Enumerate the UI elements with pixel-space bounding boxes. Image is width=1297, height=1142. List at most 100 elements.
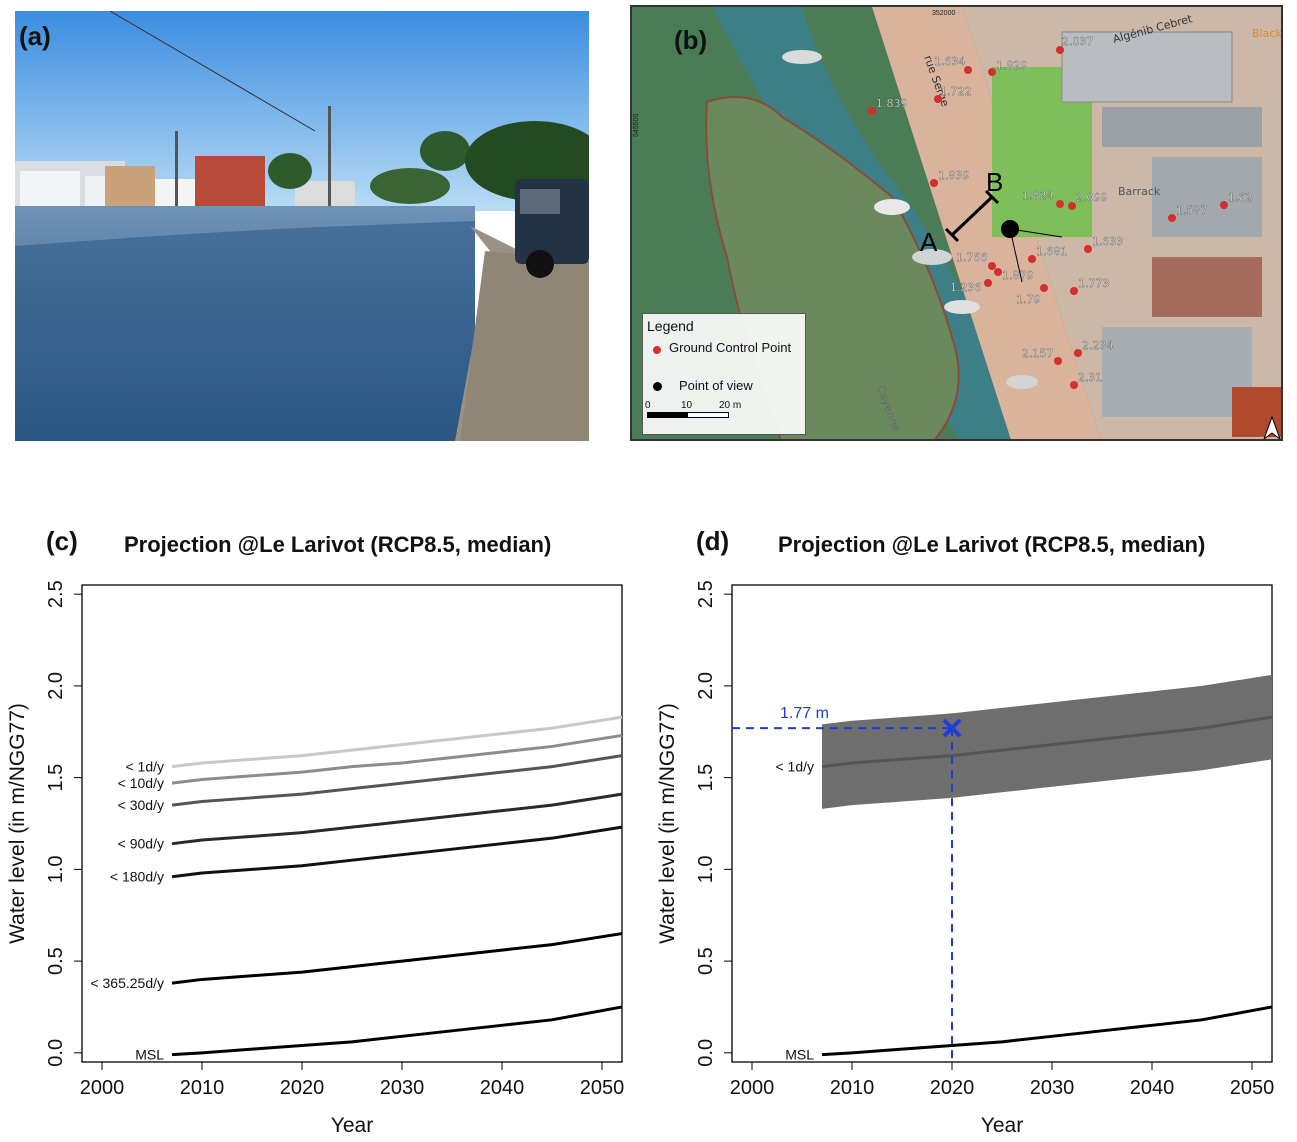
y-tick-label: 2.0: [45, 672, 67, 700]
y-tick-label: 1.0: [695, 855, 717, 883]
legend-scale-10: 10: [681, 400, 693, 411]
x-tick-label: 2010: [830, 1077, 875, 1099]
section-end-a: [944, 227, 960, 243]
y-tick-label: 0.5: [695, 947, 717, 975]
legend-pov-label: Point of view: [679, 378, 753, 393]
gcp-point: [1074, 349, 1082, 357]
y-tick-label: 0.0: [45, 1039, 67, 1067]
series-line: [821, 715, 1273, 769]
gcp-label: 1.766: [956, 251, 988, 264]
series-line: [171, 733, 623, 785]
y-tick-label: 1.0: [45, 855, 67, 883]
chart-c-title: Projection @Le Larivot (RCP8.5, median): [124, 532, 552, 557]
gcp-label: 1.722: [940, 85, 972, 98]
annotation-label: 1.77 m: [780, 705, 829, 722]
x-tick-label: 2040: [1130, 1077, 1175, 1099]
x-tick-label: 2000: [80, 1077, 125, 1099]
gcp-label: 1.839: [876, 97, 908, 110]
x-tick-label: 2030: [1030, 1077, 1075, 1099]
y-tick-label: 1.5: [45, 764, 67, 792]
series-label: < 90d/y: [118, 836, 164, 852]
gcp-point: [1040, 284, 1048, 292]
site-map: Algénib Cebret rue Serge Barrack Black C…: [630, 5, 1283, 441]
y-tick-label: 0.0: [695, 1039, 717, 1067]
y-tick-label: 2.5: [695, 580, 717, 608]
gcp-point: [1056, 46, 1064, 54]
panel-label-a: (a): [19, 21, 51, 51]
y-tick-label: 1.5: [695, 764, 717, 792]
y-tick-label: 2.5: [45, 580, 67, 608]
flooded-street-image: [15, 11, 589, 441]
series-line: [171, 715, 623, 769]
x-tick-label: 2040: [480, 1077, 525, 1099]
plot-frame: [731, 584, 1273, 1063]
x-tick-label: 2050: [580, 1077, 625, 1099]
coord-right: 545500: [1280, 137, 1283, 160]
x-tick-label: 2020: [280, 1077, 325, 1099]
series-label: MSL: [135, 1047, 164, 1063]
gcp-point: [984, 279, 992, 287]
flooded-street-photo: (a): [15, 11, 589, 441]
coord-left: 545500: [633, 114, 640, 137]
gcp-point: [964, 66, 972, 74]
x-axis-label: Year: [981, 1114, 1023, 1137]
x-tick-label: 2020: [930, 1077, 975, 1099]
series-label: < 365.25d/y: [90, 975, 164, 991]
gcp-point: [988, 262, 996, 270]
gcp-label: 1.824: [1022, 189, 1054, 202]
y-axis-label: Water level (in m/NGG77): [656, 703, 679, 944]
street-label-black: Black: [1252, 27, 1282, 40]
point-of-view-marker: [1001, 220, 1019, 238]
cross-section-line: [950, 195, 994, 237]
chart-c-container: (c) Projection @Le Larivot (RCP8.5, medi…: [0, 520, 650, 1137]
north-arrow-icon: [1263, 415, 1281, 439]
series-line: [171, 1005, 623, 1057]
section-end-b: [984, 189, 1000, 205]
series-line: [171, 825, 623, 879]
section-label-a: A: [920, 227, 938, 257]
series-label: < 10d/y: [118, 775, 164, 791]
chart-c-plot: 2000 2010 2020 2030 2040 2050 0.0 0.5 1.0 1.5 2.0 2…: [6, 580, 625, 1137]
x-tick-label: 2050: [1230, 1077, 1275, 1099]
gcp-point: [1070, 287, 1078, 295]
gcp-label: 1.829: [996, 59, 1028, 72]
x-tick-label: 2030: [380, 1077, 425, 1099]
gcp-label: 2.099: [1076, 191, 1108, 204]
gcp-point: [1028, 255, 1036, 263]
gcp-label: 1.633: [1092, 235, 1124, 248]
panel-label-b: (b): [674, 25, 708, 55]
gcp-label: 1.79: [1016, 293, 1041, 306]
series-label: < 180d/y: [110, 869, 164, 885]
gcp-label: 1.634: [934, 55, 966, 68]
series-line: [171, 792, 623, 846]
section-label-b: B: [986, 167, 1003, 197]
gcp-point: [1054, 357, 1062, 365]
gcp-label: 1.879: [1002, 269, 1034, 282]
legend-pov-icon: [653, 382, 662, 391]
gcp-point: [1070, 381, 1078, 389]
chart-d-container: (d) Projection @Le Larivot (RCP8.5, medi…: [650, 520, 1297, 1137]
panel-label-c: (c): [46, 526, 78, 556]
legend-scale-20: 20 m: [719, 400, 742, 411]
x-tick-label: 2000: [730, 1077, 775, 1099]
panel-label-d: (d): [696, 526, 730, 556]
legend-gcp-icon: [653, 346, 661, 354]
gcp-point: [1220, 201, 1228, 209]
x-axis-label: Year: [331, 1114, 373, 1137]
gcp-point: [930, 179, 938, 187]
gcp-label: 1.587: [1176, 204, 1208, 217]
legend-scale-0: 0: [645, 400, 651, 411]
street-label-barrack: Barrack: [1118, 185, 1161, 198]
gcp-point: [1168, 214, 1176, 222]
coord-top: 352000: [932, 10, 955, 17]
y-tick-label: 2.0: [695, 672, 717, 700]
y-tick-label: 0.5: [45, 947, 67, 975]
gcp-label: 2.157: [1022, 347, 1054, 360]
y-axis-label: Water level (in m/NGG77): [6, 703, 29, 944]
ground-control-points: 2.037 1.634 1.829 1.722 1.839 1.839 1.824 2.099…: [868, 35, 1253, 389]
map-legend: Legend Ground Control Point Point of vie…: [642, 313, 806, 435]
gcp-label: 1.236: [950, 281, 982, 294]
x-tick-label: 2010: [180, 1077, 225, 1099]
gcp-label: 1.839: [938, 169, 970, 182]
plot-frame: [81, 584, 623, 1063]
